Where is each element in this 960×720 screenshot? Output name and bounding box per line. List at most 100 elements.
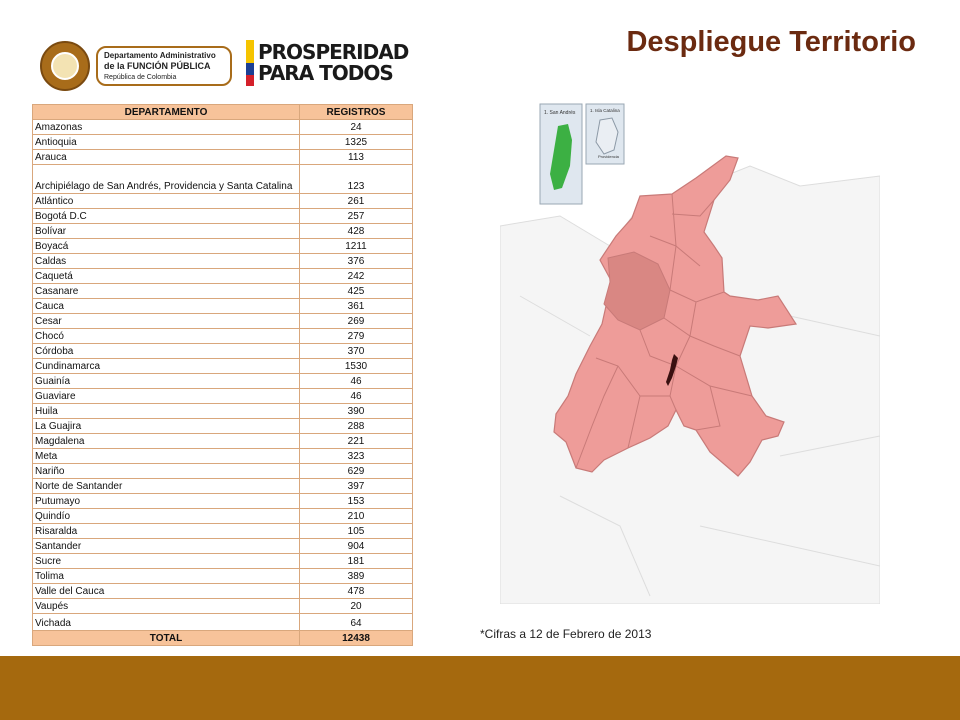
table-row: Sucre 181 xyxy=(32,553,413,569)
department-name: La Guajira xyxy=(32,418,300,434)
department-registros: 64 xyxy=(299,613,413,631)
colombia-map-svg: 1. San Andrés 1. Isla Catalina Providenc… xyxy=(500,96,880,604)
table-row: Bogotá D.C 257 xyxy=(32,208,413,224)
registros-table: DEPARTAMENTO REGISTROS Amazonas 24 Antioqu… xyxy=(32,104,413,646)
table-row: Archipiélago de San Andrés, Providencia … xyxy=(32,164,413,194)
table-row: Magdalena 221 xyxy=(32,433,413,449)
department-name: Caquetá xyxy=(32,268,300,284)
department-registros: 1530 xyxy=(299,358,413,374)
department-registros: 24 xyxy=(299,119,413,135)
department-registros: 210 xyxy=(299,508,413,524)
table-row: Quindío 210 xyxy=(32,508,413,524)
department-registros: 221 xyxy=(299,433,413,449)
department-registros: 269 xyxy=(299,313,413,329)
antioquia-region xyxy=(603,251,671,331)
department-name: Amazonas xyxy=(32,119,300,135)
table-row: Cundinamarca 1530 xyxy=(32,358,413,374)
department-name: Vaupés xyxy=(32,598,300,614)
department-name: Caldas xyxy=(32,253,300,269)
colombia-map: 1. San Andrés 1. Isla Catalina Providenc… xyxy=(500,96,880,604)
department-registros: 361 xyxy=(299,298,413,314)
table-row: Caquetá 242 xyxy=(32,268,413,284)
department-registros: 105 xyxy=(299,523,413,539)
department-registros: 20 xyxy=(299,598,413,614)
department-registros: 389 xyxy=(299,568,413,584)
table-row: Cauca 361 xyxy=(32,298,413,314)
department-name: Santander xyxy=(32,538,300,554)
table-row: Nariño 629 xyxy=(32,463,413,479)
department-name: Chocó xyxy=(32,328,300,344)
department-name: Huila xyxy=(32,403,300,419)
department-registros: 113 xyxy=(299,149,413,165)
table-row: Putumayo 153 xyxy=(32,493,413,509)
table-row: Arauca 113 xyxy=(32,149,413,165)
department-name: Archipiélago de San Andrés, Providencia … xyxy=(32,164,300,194)
prosperidad-line-2: PARA TODOS xyxy=(258,61,394,85)
bogota-region xyxy=(666,354,678,386)
table-row: Chocó 279 xyxy=(32,328,413,344)
table-row: La Guajira 288 xyxy=(32,418,413,434)
department-registros: 904 xyxy=(299,538,413,554)
department-name: Risaralda xyxy=(32,523,300,539)
prosperidad-line-1: PROSPERIDAD xyxy=(258,40,409,64)
department-name: Valle del Cauca xyxy=(32,583,300,599)
total-value: 12438 xyxy=(299,630,413,646)
department-name: Antioquia xyxy=(32,134,300,150)
table-row: Bolívar 428 xyxy=(32,223,413,239)
department-registros: 181 xyxy=(299,553,413,569)
table-row: Risaralda 105 xyxy=(32,523,413,539)
bottom-bar xyxy=(0,656,960,720)
funcion-publica-wordmark: Departamento Administrativo de la FUNCIÓ… xyxy=(96,46,232,86)
department-name: Nariño xyxy=(32,463,300,479)
department-registros: 46 xyxy=(299,388,413,404)
header-departamento: DEPARTAMENTO xyxy=(32,104,300,120)
department-name: Guaviare xyxy=(32,388,300,404)
page-title: Despliegue Territorio xyxy=(626,26,916,58)
san-andres-island xyxy=(550,124,572,190)
table-row: Norte de Santander 397 xyxy=(32,478,413,494)
department-registros: 478 xyxy=(299,583,413,599)
table-total-row: TOTAL 12438 xyxy=(32,630,413,646)
department-registros: 370 xyxy=(299,343,413,359)
colombia-seal-icon xyxy=(40,41,90,91)
department-registros: 425 xyxy=(299,283,413,299)
table-row: Huila 390 xyxy=(32,403,413,419)
inset-right-label: 1. Isla Catalina xyxy=(590,108,620,113)
department-name: Casanare xyxy=(32,283,300,299)
department-name: Vichada xyxy=(32,613,300,631)
department-registros: 390 xyxy=(299,403,413,419)
department-registros: 1325 xyxy=(299,134,413,150)
table-row: Caldas 376 xyxy=(32,253,413,269)
funcion-line-2: de la FUNCIÓN PÚBLICA xyxy=(104,60,211,71)
footnote: *Cifras a 12 de Febrero de 2013 xyxy=(480,627,652,641)
table-row: Cesar 269 xyxy=(32,313,413,329)
colombia-flag-icon xyxy=(246,40,254,86)
department-registros: 46 xyxy=(299,373,413,389)
department-registros: 376 xyxy=(299,253,413,269)
department-name: Quindío xyxy=(32,508,300,524)
table-body: Amazonas 24 Antioquia 1325 Arauca 113 Archipié… xyxy=(32,119,413,631)
table-row: Guainía 46 xyxy=(32,373,413,389)
department-name: Sucre xyxy=(32,553,300,569)
department-registros: 629 xyxy=(299,463,413,479)
table-row: Valle del Cauca 478 xyxy=(32,583,413,599)
total-label: TOTAL xyxy=(32,630,300,646)
table-row: Amazonas 24 xyxy=(32,119,413,135)
department-name: Putumayo xyxy=(32,493,300,509)
department-name: Boyacá xyxy=(32,238,300,254)
inset-right-sublabel: Providencia xyxy=(598,154,620,159)
department-registros: 261 xyxy=(299,193,413,209)
department-name: Córdoba xyxy=(32,343,300,359)
table-row: Atlántico 261 xyxy=(32,193,413,209)
table-row: Casanare 425 xyxy=(32,283,413,299)
department-registros: 288 xyxy=(299,418,413,434)
funcion-line-3: República de Colombia xyxy=(104,73,177,81)
table-row: Boyacá 1211 xyxy=(32,238,413,254)
department-name: Magdalena xyxy=(32,433,300,449)
table-row: Santander 904 xyxy=(32,538,413,554)
providencia-island xyxy=(595,117,619,155)
department-registros: 279 xyxy=(299,328,413,344)
prosperidad-logo: PROSPERIDAD PARA TODOS xyxy=(246,40,414,86)
funcion-publica-logo: Departamento Administrativo de la FUNCIÓ… xyxy=(40,40,232,92)
department-registros: 428 xyxy=(299,223,413,239)
